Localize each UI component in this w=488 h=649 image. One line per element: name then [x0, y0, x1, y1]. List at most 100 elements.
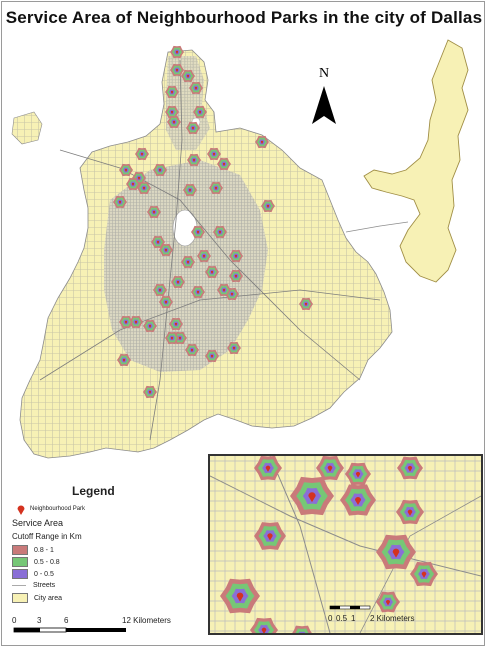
park-marker	[198, 110, 202, 114]
park-marker	[124, 320, 128, 324]
park-marker	[148, 324, 152, 328]
park-marker	[170, 90, 174, 94]
inset-service-area-8	[254, 522, 286, 550]
park-marker	[407, 509, 413, 516]
scale-tick-0: 0	[12, 616, 17, 625]
service-area-23	[209, 181, 223, 195]
park-marker	[142, 186, 146, 190]
park-marker	[234, 254, 238, 258]
park-marker	[186, 260, 190, 264]
inset-service-area-7	[396, 499, 424, 525]
legend: Legend Neighbourhood Park Service Area C…	[8, 478, 198, 628]
legend-park-label: Neighbourhood Park	[30, 506, 86, 512]
north-arrow	[312, 86, 336, 124]
service-area-9	[167, 115, 181, 129]
service-area-7	[193, 105, 207, 119]
service-area-30	[229, 249, 243, 263]
park-marker	[134, 320, 138, 324]
park-marker	[192, 158, 196, 162]
service-area-17	[207, 147, 221, 161]
service-area-25	[191, 225, 205, 239]
legend-streets: Streets	[12, 582, 55, 589]
service-area-4	[165, 85, 179, 99]
legend-city: City area	[12, 593, 62, 603]
service-area-31	[181, 255, 195, 269]
service-area-1	[170, 45, 184, 59]
service-area-2	[170, 63, 184, 77]
park-marker-icon	[17, 505, 25, 515]
inset-service-area-13	[250, 617, 278, 633]
park-marker	[236, 592, 244, 602]
service-area-42	[143, 319, 157, 333]
park-marker	[234, 274, 238, 278]
service-area-27	[151, 235, 165, 249]
service-area-47	[165, 331, 179, 345]
park-marker	[122, 358, 126, 362]
service-area-26	[213, 225, 227, 239]
park-marker	[164, 300, 168, 304]
park-marker	[170, 336, 174, 340]
park-marker	[190, 348, 194, 352]
park-marker	[191, 126, 195, 130]
range-swatch-1	[12, 545, 28, 555]
park-marker	[260, 140, 264, 144]
lake-ray-hubbard	[363, 39, 469, 283]
park-marker	[170, 110, 174, 114]
service-area-28	[159, 243, 173, 257]
inset-service-area-6	[340, 484, 376, 516]
park-marker	[156, 240, 160, 244]
service-area-48	[205, 349, 219, 363]
park-marker	[308, 492, 316, 503]
inset-scale-tick-05: 0.5	[336, 614, 348, 623]
park-marker	[392, 548, 400, 558]
inset-svg	[210, 456, 481, 633]
service-area-3	[181, 69, 195, 83]
scale-tick-3: 3	[37, 616, 42, 625]
north-label: N	[319, 66, 330, 81]
streets-line-icon	[12, 585, 26, 586]
highway-3	[149, 59, 183, 441]
park-marker	[261, 627, 267, 633]
service-area-6	[165, 105, 179, 119]
service-area-20	[137, 181, 151, 195]
park-marker	[210, 270, 214, 274]
service-area-43	[169, 317, 183, 331]
park-marker	[265, 465, 271, 472]
range-label-1: 0.8 - 1	[34, 546, 54, 554]
park-marker	[186, 74, 190, 78]
inset-service-area-3	[397, 456, 423, 480]
inset-scale-tick-0: 0	[328, 614, 333, 623]
service-area-36	[217, 283, 231, 297]
range-label-2: 0.5 - 0.8	[34, 558, 60, 566]
park-marker	[196, 290, 200, 294]
legend-title: Legend	[72, 484, 115, 498]
service-area-5	[189, 81, 203, 95]
city-label: City area	[34, 594, 63, 602]
park-marker	[188, 188, 192, 192]
legend-range-3: 0 - 0.5	[12, 569, 54, 579]
park-marker	[175, 68, 179, 72]
streets-label: Streets	[33, 582, 56, 589]
scale-tick-12: 12 Kilometers	[122, 616, 171, 625]
service-area-34	[229, 269, 243, 283]
service-area-50	[117, 353, 131, 367]
park-marker	[172, 120, 176, 124]
park-marker	[210, 354, 214, 358]
city-swatch	[12, 593, 28, 603]
service-area-44	[119, 315, 133, 329]
park-marker	[202, 254, 206, 258]
park-marker	[304, 302, 308, 306]
service-area-22	[113, 195, 127, 209]
legend-range-2: 0.5 - 0.8	[12, 557, 60, 567]
park-marker	[124, 168, 128, 172]
park-marker	[176, 280, 180, 284]
service-area-49	[227, 341, 241, 355]
park-marker	[118, 200, 122, 204]
service-area-38	[153, 283, 167, 297]
legend-cutoff-label: Cutoff Range in Km	[12, 532, 82, 541]
park-marker	[131, 182, 135, 186]
range-label-3: 0 - 0.5	[34, 570, 54, 578]
park-marker	[174, 322, 178, 326]
service-area-8	[186, 121, 200, 135]
